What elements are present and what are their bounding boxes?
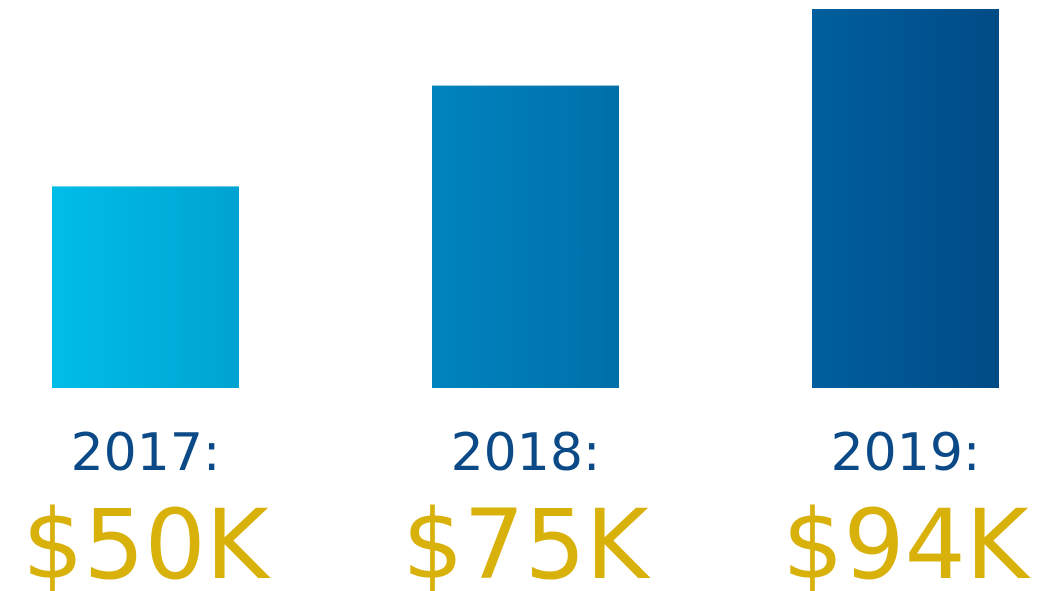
category-label-1: 2018: [451,423,601,483]
category-label-0: 2017: [71,423,221,483]
bars-group [52,9,999,388]
bar-0 [52,186,239,388]
bar-2 [812,9,999,388]
category-label-2: 2019: [831,423,981,483]
value-label-1: $75K [402,489,650,591]
value-labels-group: $50K $75K $94K [22,489,1030,591]
value-label-2: $94K [782,489,1030,591]
bar-1 [432,85,619,388]
value-label-0: $50K [22,489,270,591]
category-labels-group: 2017: 2018: 2019: [71,423,981,483]
